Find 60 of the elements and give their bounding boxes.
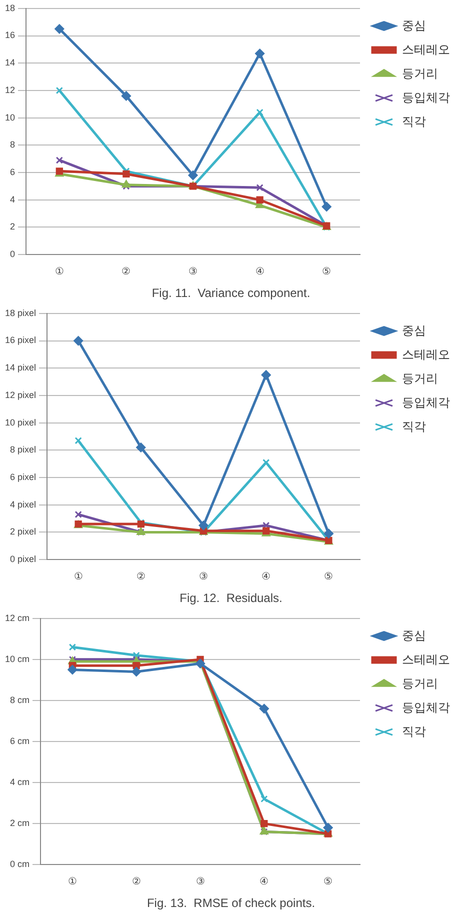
- x-tick-label: ②: [132, 876, 141, 888]
- y-tick-label: 6 pixel: [10, 472, 36, 482]
- legend-label: 중심: [402, 628, 426, 642]
- legend-label: 등거리: [402, 676, 438, 690]
- x-tick-label: ③: [196, 876, 205, 888]
- legend-label: 스테레오: [402, 652, 450, 666]
- x-tick-label: ④: [262, 571, 271, 582]
- y-tick-label: 16: [4, 30, 16, 40]
- legend-label: 등입체각: [402, 90, 450, 104]
- legend-label: 등입체각: [402, 395, 450, 410]
- x-tick-label: ⑤: [324, 876, 333, 888]
- y-tick-label: 2 pixel: [10, 526, 36, 537]
- y-tick-label: 8 cm: [10, 694, 30, 705]
- legend-label: 스테레오: [402, 42, 450, 56]
- y-tick-label: 12 pixel: [4, 390, 36, 400]
- y-tick-label: 10: [4, 112, 16, 122]
- x-tick-label: ④: [255, 266, 264, 278]
- legend-label: 등거리: [402, 371, 438, 386]
- x-tick-label: ①: [74, 571, 83, 582]
- y-tick-label: 6: [10, 167, 16, 178]
- x-tick-label: ①: [54, 266, 64, 278]
- y-tick-label: 2: [10, 222, 16, 232]
- y-tick-label: 4: [10, 194, 16, 204]
- y-tick-label: 0: [10, 249, 16, 260]
- y-tick-label: 16 pixel: [4, 335, 36, 346]
- legend-label: 등거리: [402, 66, 438, 80]
- x-tick-label: ③: [188, 266, 198, 278]
- text: Fig. 12. Residuals.: [180, 591, 282, 606]
- y-tick-label: 4 pixel: [10, 499, 36, 510]
- legend-label: 중심: [402, 323, 426, 338]
- text: Fig. 11. Variance component.: [152, 286, 310, 300]
- y-tick-label: 8: [10, 140, 16, 150]
- legend-label: 직각: [402, 419, 426, 434]
- y-tick-label: 0 cm: [10, 859, 30, 870]
- x-tick-label: ②: [122, 266, 131, 278]
- y-tick-label: 12: [4, 84, 16, 95]
- y-tick-label: 18: [4, 2, 16, 13]
- y-tick-label: 10 cm: [4, 654, 30, 664]
- y-tick-label: 0 pixel: [10, 554, 36, 564]
- legend-label: 스테레오: [402, 347, 450, 362]
- y-tick-label: 12 cm: [4, 612, 30, 623]
- text: Fig. 13. RMSE of check points.: [146, 896, 316, 910]
- x-tick-label: ②: [136, 571, 146, 582]
- x-tick-label: ⑤: [322, 266, 332, 278]
- y-tick-label: 10 pixel: [4, 417, 36, 428]
- y-tick-label: 2 cm: [10, 818, 30, 828]
- y-tick-label: 4 cm: [10, 777, 30, 788]
- legend-label: 등입체각: [402, 700, 450, 714]
- y-tick-label: 18 pixel: [4, 308, 36, 318]
- x-tick-label: ③: [199, 571, 208, 582]
- y-tick-label: 8 pixel: [10, 444, 36, 455]
- y-tick-label: 6 cm: [10, 736, 30, 746]
- legend-label: 직각: [402, 724, 426, 738]
- x-tick-label: ④: [260, 876, 269, 888]
- y-tick-label: 14: [4, 58, 16, 68]
- x-tick-label: ⑤: [324, 571, 334, 582]
- y-tick-label: 14 pixel: [4, 362, 36, 373]
- legend-label: 직각: [402, 114, 426, 128]
- legend-label: 중심: [402, 18, 426, 32]
- x-tick-label: ①: [68, 876, 77, 888]
